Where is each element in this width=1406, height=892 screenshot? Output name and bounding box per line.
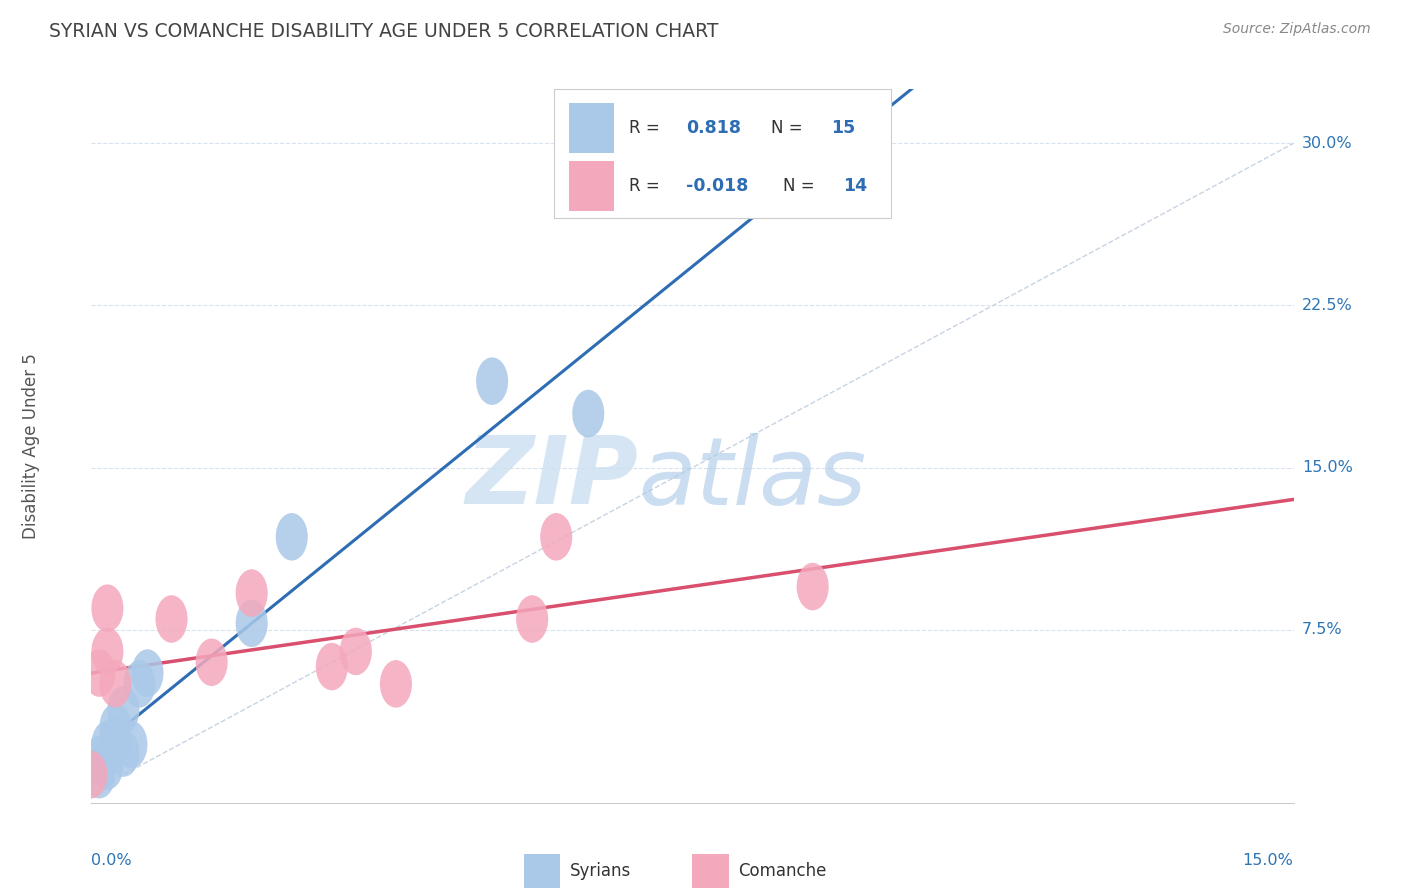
Ellipse shape bbox=[316, 643, 347, 690]
Ellipse shape bbox=[91, 584, 124, 632]
Text: Disability Age Under 5: Disability Age Under 5 bbox=[22, 353, 41, 539]
Ellipse shape bbox=[195, 639, 228, 686]
Text: SYRIAN VS COMANCHE DISABILITY AGE UNDER 5 CORRELATION CHART: SYRIAN VS COMANCHE DISABILITY AGE UNDER … bbox=[49, 22, 718, 41]
Text: Syrians: Syrians bbox=[569, 863, 631, 880]
Text: N =: N = bbox=[783, 177, 820, 194]
Ellipse shape bbox=[83, 736, 115, 783]
Ellipse shape bbox=[100, 660, 132, 707]
Ellipse shape bbox=[91, 628, 124, 675]
Ellipse shape bbox=[107, 686, 139, 733]
Ellipse shape bbox=[124, 660, 156, 707]
Ellipse shape bbox=[100, 716, 132, 764]
Text: 30.0%: 30.0% bbox=[1302, 136, 1353, 151]
Text: 14: 14 bbox=[842, 177, 868, 194]
Ellipse shape bbox=[76, 751, 107, 798]
Ellipse shape bbox=[572, 390, 605, 437]
Ellipse shape bbox=[91, 742, 124, 789]
Text: N =: N = bbox=[770, 120, 807, 137]
Ellipse shape bbox=[115, 721, 148, 768]
Ellipse shape bbox=[236, 569, 267, 617]
Ellipse shape bbox=[516, 595, 548, 643]
Ellipse shape bbox=[236, 599, 267, 647]
Text: atlas: atlas bbox=[638, 433, 866, 524]
Text: 0.818: 0.818 bbox=[686, 120, 741, 137]
Ellipse shape bbox=[156, 595, 187, 643]
FancyBboxPatch shape bbox=[524, 855, 560, 888]
Text: R =: R = bbox=[628, 177, 665, 194]
Ellipse shape bbox=[477, 358, 508, 405]
Text: -0.018: -0.018 bbox=[686, 177, 749, 194]
Ellipse shape bbox=[380, 660, 412, 707]
Text: Comanche: Comanche bbox=[738, 863, 827, 880]
Text: 7.5%: 7.5% bbox=[1302, 623, 1343, 637]
Text: Source: ZipAtlas.com: Source: ZipAtlas.com bbox=[1223, 22, 1371, 37]
Ellipse shape bbox=[100, 703, 132, 751]
FancyBboxPatch shape bbox=[568, 103, 614, 153]
Text: 0.0%: 0.0% bbox=[91, 853, 132, 868]
FancyBboxPatch shape bbox=[554, 89, 891, 218]
Ellipse shape bbox=[132, 649, 163, 697]
Text: R =: R = bbox=[628, 120, 665, 137]
Ellipse shape bbox=[83, 649, 115, 697]
Ellipse shape bbox=[91, 721, 124, 768]
Ellipse shape bbox=[797, 563, 828, 610]
Ellipse shape bbox=[540, 513, 572, 560]
Ellipse shape bbox=[276, 513, 308, 560]
Ellipse shape bbox=[107, 730, 139, 777]
Text: ZIP: ZIP bbox=[465, 432, 638, 524]
Ellipse shape bbox=[83, 751, 115, 798]
Ellipse shape bbox=[340, 628, 371, 675]
FancyBboxPatch shape bbox=[692, 855, 728, 888]
Text: 15.0%: 15.0% bbox=[1243, 853, 1294, 868]
Text: 22.5%: 22.5% bbox=[1302, 298, 1353, 313]
Text: 15.0%: 15.0% bbox=[1302, 460, 1353, 475]
Text: 15: 15 bbox=[831, 120, 855, 137]
FancyBboxPatch shape bbox=[568, 161, 614, 211]
